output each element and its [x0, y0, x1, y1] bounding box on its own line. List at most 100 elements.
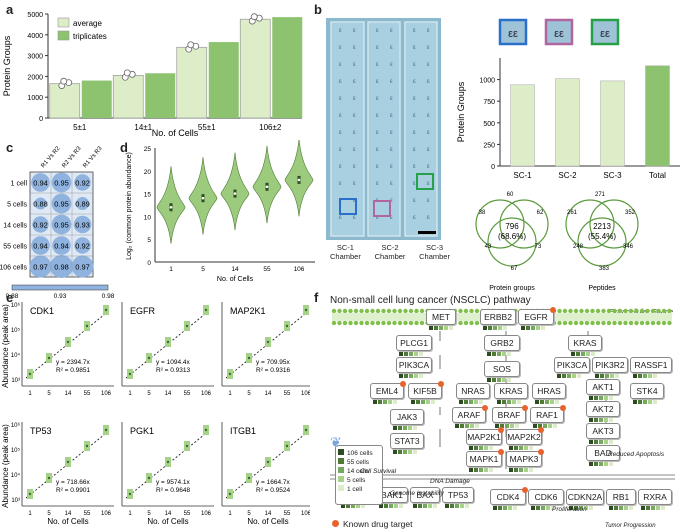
a-ytick: 3000 — [27, 54, 43, 61]
pathway-node-kif5b: KIF5B — [408, 381, 444, 404]
svg-text:ε: ε — [376, 130, 379, 136]
a-ytick: 1000 — [27, 95, 43, 102]
svg-text:ε: ε — [390, 96, 393, 102]
venn-center: 2213 — [593, 222, 611, 231]
svg-text:ε: ε — [353, 215, 356, 221]
a-ytick: 5000 — [27, 12, 43, 19]
d-ylabel: Log₂ (common protein abundance) — [126, 152, 133, 260]
e-r2: R² = 0.9524 — [256, 487, 291, 494]
svg-text:ε: ε — [339, 130, 342, 136]
svg-text:ε: ε — [376, 79, 379, 85]
pathway-node-cdk4: CDK4 — [490, 487, 528, 510]
a-bar — [81, 80, 112, 118]
venn-circle — [487, 217, 537, 267]
drug-target-marker — [438, 381, 444, 387]
c-rowhead: 1 cell — [11, 181, 28, 188]
a-bar — [145, 73, 176, 118]
e-ylabel: Abundance (peak area) — [1, 424, 10, 508]
svg-text:ε: ε — [427, 198, 430, 204]
b-bar — [600, 80, 625, 167]
c-value: 0.98 — [54, 263, 69, 272]
c-value: 0.94 — [33, 179, 48, 188]
e-xtick: 5 — [147, 391, 151, 397]
a-point — [60, 77, 68, 85]
e-ylabel: Abundance (peak area) — [1, 304, 10, 388]
venn-count: 60 — [507, 192, 514, 198]
legend-row: 106 cells — [338, 449, 380, 457]
pathway-node-cdk6: CDK6 — [528, 489, 564, 510]
svg-text:ε: ε — [376, 96, 379, 102]
c-circle — [75, 196, 90, 211]
e-r2: R² = 0.9648 — [156, 487, 191, 494]
svg-text:ε: ε — [339, 164, 342, 170]
c-circle — [73, 215, 92, 234]
venn-count: 352 — [625, 210, 636, 216]
svg-text:ε: ε — [376, 164, 379, 170]
svg-text:ε: ε — [376, 147, 379, 153]
venn-pct: (55.4%) — [588, 232, 616, 241]
d-ytick: 10 — [144, 214, 152, 221]
d-xtick: 106 — [294, 266, 305, 273]
c-value: 0.94 — [54, 242, 69, 251]
e-xtick: 106 — [301, 391, 310, 397]
venn-pct: (68.6%) — [498, 232, 526, 241]
pathway-node-akt1: AKT1 — [586, 379, 620, 400]
drug-target-marker — [400, 381, 406, 387]
c-value: 0.92 — [75, 242, 90, 251]
svg-text:ε: ε — [339, 147, 342, 153]
c-scalebar — [11, 284, 109, 291]
svg-text:ε: ε — [413, 45, 416, 51]
pathway-node-plcg1: PLCG1 — [396, 335, 432, 356]
panel-d-label: d — [120, 140, 128, 155]
e-gene: PGK1 — [130, 426, 154, 436]
chamber-icon — [590, 18, 620, 46]
svg-text:ε: ε — [353, 130, 356, 136]
a-ytick: 0 — [39, 116, 43, 123]
d-ytick: 25 — [144, 146, 152, 153]
svg-text:εε: εε — [600, 28, 610, 40]
e-xtick: 5 — [147, 511, 151, 517]
e-xtick: 1 — [228, 511, 232, 517]
chip-image: ε ε ε ε ε ε ε ε ε ε ε ε ε ε ε ε ε ε ε ε ε ε ε ε ε ε ε ε ε ε ε ε ε ε ε ε ε ε ε ε… — [326, 18, 441, 240]
venn-center: 796 — [505, 222, 519, 231]
e-ytick: 10³ — [11, 498, 20, 504]
e-ytick: 10⁵ — [11, 447, 21, 454]
e-eq: y = 709.95x — [256, 359, 291, 366]
a-point — [250, 13, 258, 21]
svg-text:ε: ε — [390, 113, 393, 119]
c-colhead: R1 Vs R3 — [82, 145, 104, 169]
c-scale-tick: 0.93 — [54, 293, 67, 300]
svg-text:ε: ε — [353, 198, 356, 204]
d-ytick: 5 — [147, 237, 151, 244]
drug-legend: Known drug target — [332, 519, 412, 529]
e-xtick: 55 — [84, 391, 91, 397]
pathway-node-stat3: STAT3 — [390, 433, 424, 454]
drug-target-marker — [482, 405, 488, 411]
svg-text:εε: εε — [508, 28, 518, 40]
e-xtick: 106 — [301, 511, 310, 517]
svg-text:ε: ε — [390, 181, 393, 187]
a-bar — [176, 46, 208, 119]
pathway-node-nras: NRAS — [456, 383, 490, 404]
label-dna: DNA Damage — [430, 478, 470, 485]
venn-count: 62 — [537, 210, 544, 216]
e-ytick: 10³ — [11, 378, 20, 384]
drug-target-marker — [550, 307, 556, 313]
e-xtick: 106 — [101, 511, 112, 517]
pathway-title: Non-small cell lung cancer (NSCLC) pathw… — [330, 295, 531, 306]
drug-target-marker — [498, 449, 504, 455]
e-r2: R² = 0.9851 — [56, 367, 91, 374]
a-legend-swatch — [57, 30, 70, 41]
svg-text:ε: ε — [376, 28, 379, 34]
panel-a-chart: 0 1000 2000 3000 4000 5000 5±1 14±1 55±1 106±2 No.… — [2, 12, 303, 138]
b-bar — [555, 78, 580, 167]
panel-f-label: f — [314, 290, 319, 305]
a-ytick: 2000 — [27, 74, 43, 81]
pathway-node-akt2: AKT2 — [586, 401, 620, 422]
e-xtick: 55 — [284, 511, 291, 517]
pathway-node-bak1: BAK1 — [376, 487, 408, 508]
c-rowhead: 55 cells — [3, 244, 27, 251]
c-circle — [52, 236, 71, 255]
a-point — [187, 41, 195, 49]
